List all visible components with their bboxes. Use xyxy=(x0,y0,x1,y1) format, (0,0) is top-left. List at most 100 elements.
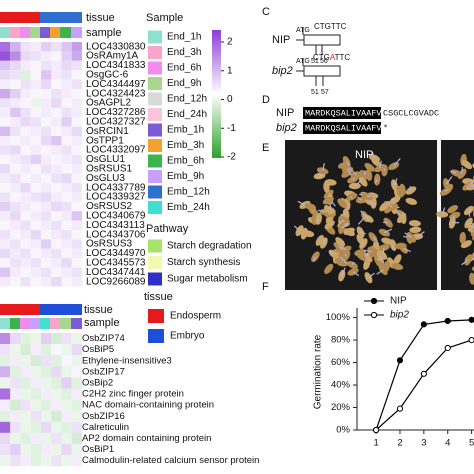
heat-cell xyxy=(51,164,62,174)
sequence-box xyxy=(303,122,381,134)
heat-cell xyxy=(41,60,52,71)
sequence: CSGCLCGVADC xyxy=(383,108,439,118)
seed xyxy=(391,263,404,270)
heat-cell xyxy=(71,60,82,71)
heat-cell xyxy=(10,432,21,444)
sequence: CTGTTC xyxy=(314,22,347,31)
heat-cell xyxy=(10,192,21,202)
tissue-label: tissue xyxy=(84,304,113,316)
heat-cell xyxy=(61,145,72,155)
row-label: OsRAmy1A xyxy=(86,51,139,62)
row-label: OsRSUS3 xyxy=(86,239,133,250)
heat-cell xyxy=(71,432,82,444)
heat-cell xyxy=(61,183,72,193)
heat-cell xyxy=(0,258,11,268)
sprout xyxy=(376,269,384,275)
sprout xyxy=(403,248,412,253)
seeds xyxy=(293,152,474,285)
heat-cell xyxy=(51,211,62,221)
sprout xyxy=(341,222,349,229)
y-tick-label: 80% xyxy=(331,335,351,346)
legend-label: Sugar metabolism xyxy=(167,274,248,285)
y-tick-label: 0% xyxy=(336,425,350,436)
heat-cell xyxy=(30,410,41,422)
heat-cell xyxy=(71,211,82,221)
heat-cell xyxy=(10,201,21,212)
heat-cell xyxy=(41,211,52,221)
row-label: OsTPP1 xyxy=(86,135,124,146)
heat-cell xyxy=(20,192,31,202)
heat-cell xyxy=(41,258,52,268)
heat-cell xyxy=(71,239,82,249)
heat-cell xyxy=(61,455,72,467)
heat-cell xyxy=(0,399,11,411)
sprout xyxy=(338,219,345,225)
legend-swatch xyxy=(148,256,162,269)
heat-cell xyxy=(10,399,21,411)
legend-label: End_12h xyxy=(167,94,207,105)
point xyxy=(396,357,404,364)
seed xyxy=(409,226,422,234)
heat-cell xyxy=(51,70,62,80)
heat-cell xyxy=(41,220,52,230)
heat-cell xyxy=(20,164,31,174)
seed xyxy=(408,220,421,227)
heat-cell xyxy=(41,239,52,249)
sprout xyxy=(384,228,393,234)
heat-cell xyxy=(51,258,62,268)
heat-cell xyxy=(61,277,72,287)
heat-cell xyxy=(71,89,82,99)
sprout xyxy=(468,222,474,225)
sprout xyxy=(328,223,330,226)
seed xyxy=(337,198,347,209)
legend-title: Pathway xyxy=(146,223,189,235)
heat-cell xyxy=(0,79,11,89)
seed xyxy=(447,204,459,214)
heat-cell xyxy=(20,444,31,456)
heat-cell xyxy=(71,154,82,165)
row-label: OsbZIP74 xyxy=(82,333,125,344)
row-label: C2H2 zinc finger protein xyxy=(82,389,184,400)
position: 51 xyxy=(311,89,319,96)
tissue-bar xyxy=(0,12,40,23)
scale-label: -2 xyxy=(227,152,236,163)
codon: ATG xyxy=(296,27,310,34)
heat-cell xyxy=(71,333,82,345)
heat-cell xyxy=(30,164,41,174)
heat-cell xyxy=(61,70,72,80)
heat-cell xyxy=(41,89,52,99)
row-label: LOC4324423 xyxy=(86,88,146,99)
sprout xyxy=(322,163,325,172)
position: 57 xyxy=(321,89,329,96)
row-label: OsGLU3 xyxy=(86,173,125,184)
heat-cell xyxy=(61,399,72,411)
sprout xyxy=(293,225,301,232)
heat-cell xyxy=(41,267,52,277)
heat-cell xyxy=(10,277,21,287)
seed xyxy=(322,196,334,205)
scale-label: -1 xyxy=(227,123,236,134)
heat-cell xyxy=(0,248,11,259)
heat-cell xyxy=(0,455,11,467)
heat-cell xyxy=(30,277,41,287)
legend-label: Emb_12h xyxy=(167,187,210,198)
seed xyxy=(358,176,368,187)
heat-cell xyxy=(71,277,82,287)
y-tick-label: 60% xyxy=(331,357,351,368)
legend-label: Starch degradation xyxy=(167,241,252,252)
seed xyxy=(302,230,315,237)
sequence: CTGATTC xyxy=(313,53,350,62)
sprout xyxy=(382,247,385,254)
row-label: NAC domain-containing protein xyxy=(82,400,214,411)
point xyxy=(420,370,427,377)
seed xyxy=(364,162,375,172)
heat-cell xyxy=(20,154,31,165)
heat-cell xyxy=(51,344,62,356)
heat-cell xyxy=(71,344,82,356)
sequence: * xyxy=(383,123,388,133)
heat-cell xyxy=(10,248,21,259)
heat-cell xyxy=(71,79,82,89)
heat-cell xyxy=(20,377,31,389)
heat-cell xyxy=(41,117,52,127)
